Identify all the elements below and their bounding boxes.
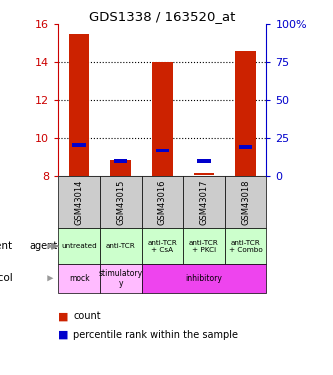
Bar: [72, 143, 86, 147]
Bar: [183, 176, 225, 228]
Bar: [58, 176, 100, 228]
Bar: [235, 51, 256, 176]
Bar: [193, 173, 214, 175]
Text: GSM43016: GSM43016: [158, 180, 167, 225]
Bar: [142, 176, 183, 228]
Bar: [142, 264, 266, 292]
Text: anti-TCR
+ CsA: anti-TCR + CsA: [148, 240, 177, 253]
Bar: [114, 159, 128, 163]
Text: count: count: [73, 311, 101, 321]
Text: stimulatory
y: stimulatory y: [99, 268, 143, 288]
Bar: [239, 145, 252, 148]
Text: GSM43015: GSM43015: [116, 180, 125, 225]
Bar: [100, 176, 142, 228]
Bar: [197, 159, 211, 163]
Bar: [142, 228, 183, 264]
Text: percentile rank within the sample: percentile rank within the sample: [73, 330, 238, 340]
Text: mock: mock: [69, 274, 89, 283]
Text: GSM43018: GSM43018: [241, 180, 250, 225]
Bar: [156, 149, 169, 152]
Bar: [100, 264, 142, 292]
Text: agent: agent: [29, 241, 57, 251]
Text: anti-TCR
+ Combo: anti-TCR + Combo: [229, 240, 262, 253]
Text: protocol: protocol: [0, 273, 12, 283]
Text: GSM43017: GSM43017: [199, 180, 208, 225]
Bar: [58, 264, 100, 292]
Text: anti-TCR: anti-TCR: [106, 243, 136, 249]
Text: inhibitory: inhibitory: [185, 274, 222, 283]
Bar: [225, 228, 266, 264]
Bar: [110, 160, 131, 176]
Bar: [152, 62, 173, 176]
Bar: [69, 34, 90, 176]
Text: anti-TCR
+ PKCi: anti-TCR + PKCi: [189, 240, 219, 253]
Bar: [183, 228, 225, 264]
Bar: [58, 228, 100, 264]
Bar: [100, 228, 142, 264]
Text: agent: agent: [0, 241, 12, 251]
Text: untreated: untreated: [61, 243, 97, 249]
Title: GDS1338 / 163520_at: GDS1338 / 163520_at: [89, 10, 235, 23]
Text: ■: ■: [58, 311, 69, 321]
Text: ■: ■: [58, 330, 69, 340]
Text: GSM43014: GSM43014: [75, 180, 84, 225]
Bar: [225, 176, 266, 228]
